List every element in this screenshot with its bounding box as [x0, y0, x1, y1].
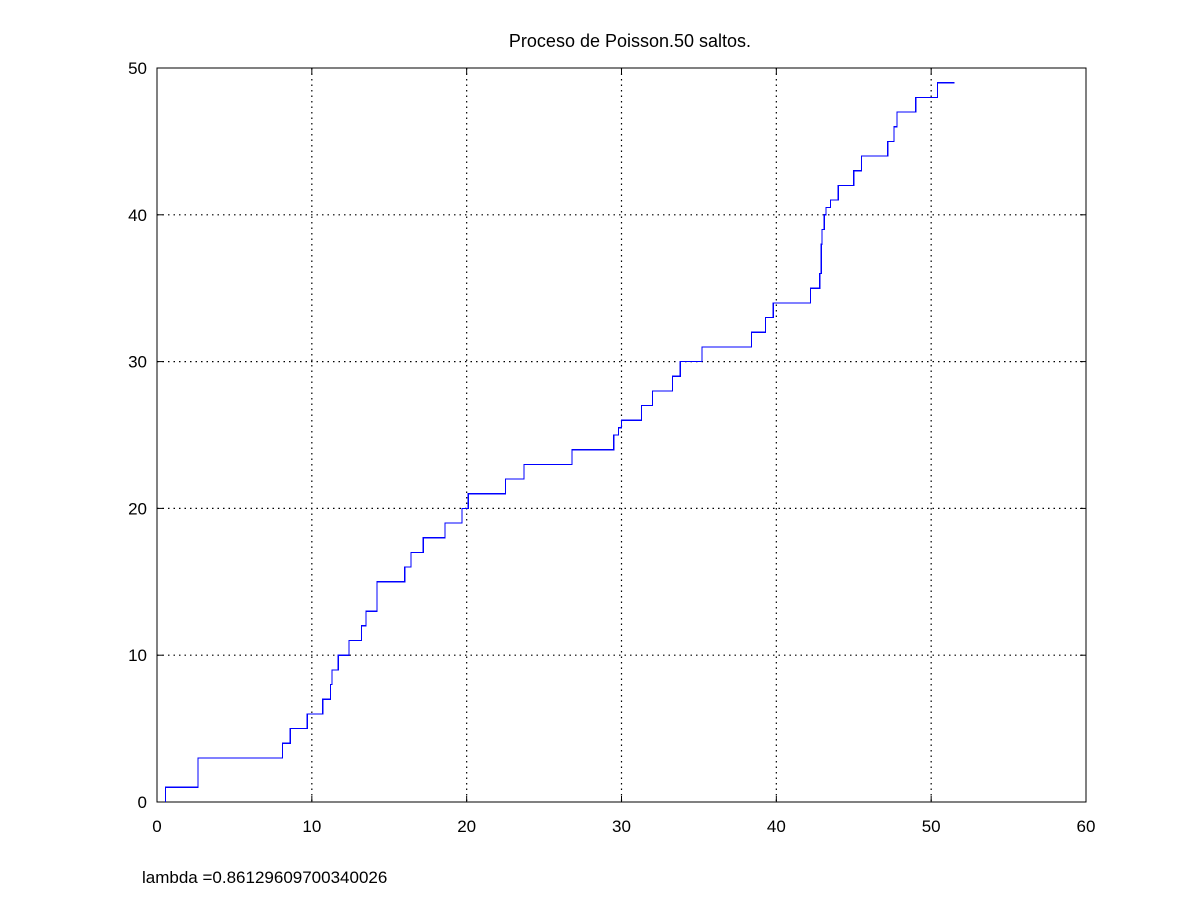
x-tick-label: 50: [922, 817, 941, 836]
x-tick-label: 10: [302, 817, 321, 836]
poisson-step-series: [164, 82, 955, 802]
axes: 0 10 20 30 40 50 60 0 10 20 30 40 50: [128, 59, 1095, 836]
lambda-annotation: lambda =0.86129609700340026: [142, 868, 388, 887]
x-tick-label: 60: [1077, 817, 1096, 836]
y-tick-label: 50: [128, 59, 147, 78]
y-tick-label: 40: [128, 206, 147, 225]
chart-title: Proceso de Poisson.50 saltos.: [509, 31, 751, 51]
x-tick-label: 30: [612, 817, 631, 836]
y-tick-label: 20: [128, 499, 147, 518]
y-tick-label: 0: [138, 793, 147, 812]
y-tick-label: 10: [128, 646, 147, 665]
x-tick-label: 40: [767, 817, 786, 836]
grid-lines: [157, 68, 1086, 802]
series-layer: [164, 82, 955, 802]
x-tick-label: 20: [457, 817, 476, 836]
x-tick-label: 0: [152, 817, 161, 836]
y-tick-label: 30: [128, 353, 147, 372]
